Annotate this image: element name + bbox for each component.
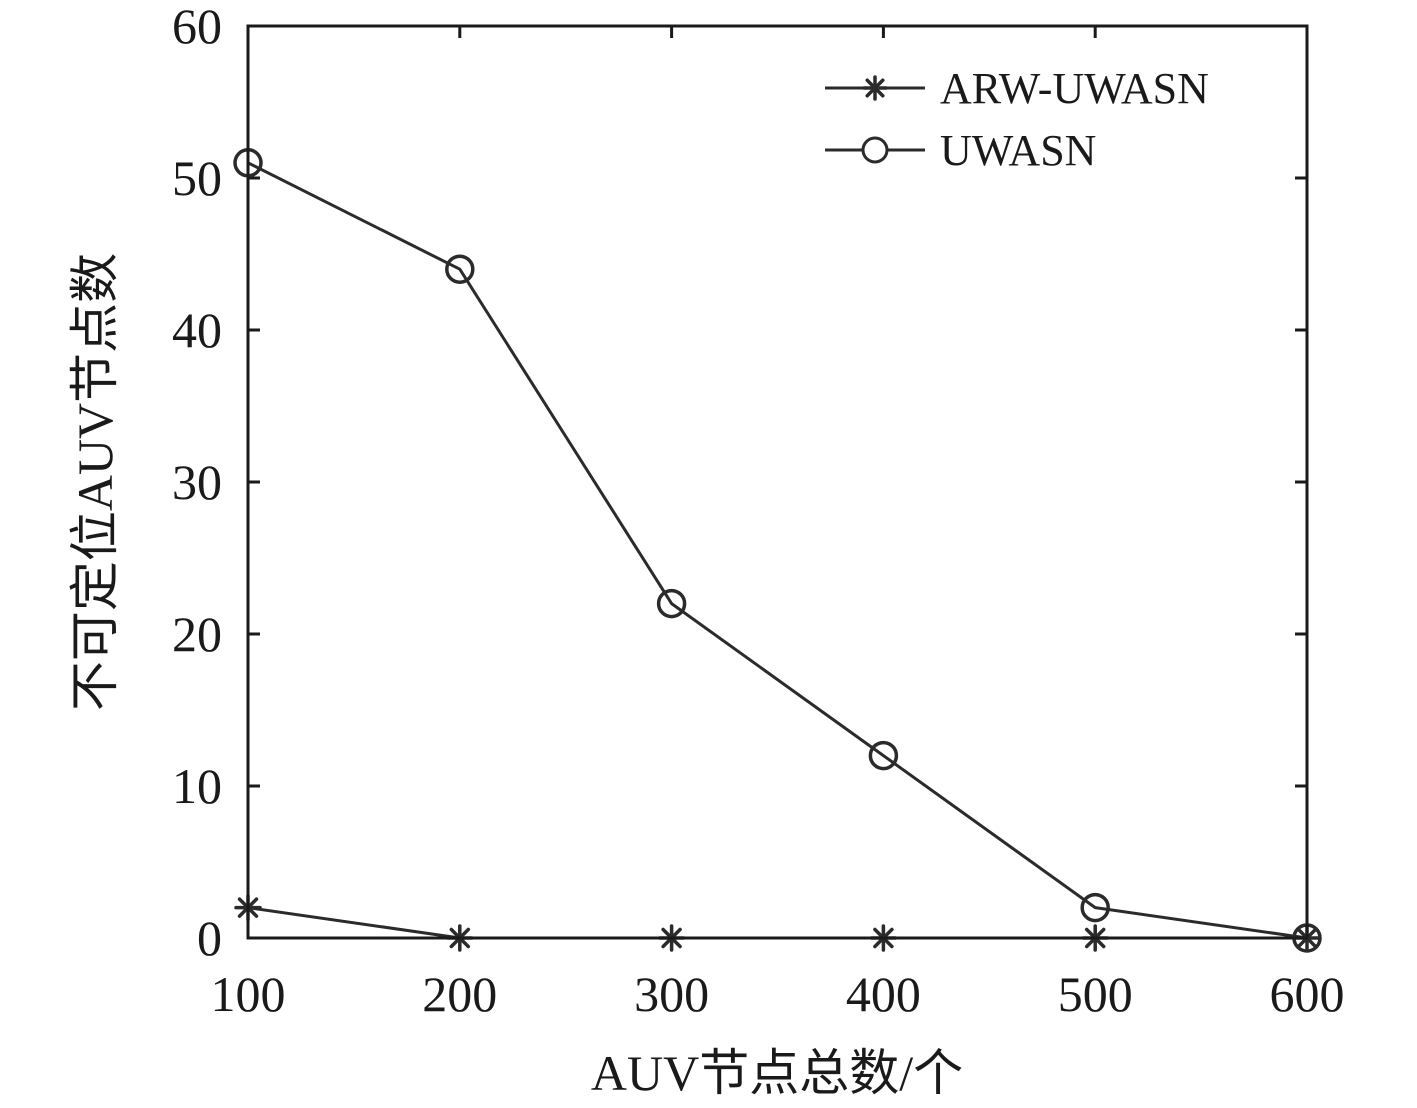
series-line-uwasn — [247, 161, 1308, 940]
x-tick-label: 400 — [846, 966, 921, 1022]
y-tick-label: 30 — [172, 454, 222, 510]
x-tick-label: 500 — [1058, 966, 1133, 1022]
legend-item-arw-uwasn: ARW-UWASN — [825, 64, 1209, 113]
series-line-arw-uwasn — [247, 906, 1307, 940]
legend-asterisk-shape — [862, 75, 888, 101]
y-tick-labels: 0 10 20 30 40 50 60 — [172, 0, 222, 966]
y-tick-label: 60 — [172, 0, 222, 54]
data-point-uwasn — [868, 740, 899, 771]
x-tick-label: 600 — [1270, 966, 1345, 1022]
x-tick-label: 300 — [634, 966, 709, 1022]
legend-label-arw-uwasn: ARW-UWASN — [940, 64, 1209, 113]
legend: ARW-UWASN UWASN — [825, 64, 1209, 175]
y-tick-label: 10 — [172, 758, 222, 814]
legend-label-uwasn: UWASN — [940, 126, 1096, 175]
data-point-uwasn — [1080, 892, 1110, 923]
axis-ticks — [246, 24, 1309, 940]
plot-frame — [246, 24, 1309, 940]
y-axis-title: 不可定位AUV节点数 — [67, 253, 123, 711]
x-axis-title: AUV节点总数/个 — [591, 1045, 963, 1101]
legend-circle-marker — [861, 136, 889, 164]
legend-asterisk-marker — [862, 75, 888, 101]
data-point-uwasn — [445, 254, 475, 284]
y-tick-label: 40 — [172, 302, 222, 358]
x-tick-label: 100 — [211, 966, 286, 1022]
y-tick-label: 0 — [197, 910, 222, 966]
y-tick-label: 50 — [172, 150, 222, 206]
y-tick-label: 20 — [172, 606, 222, 662]
legend-item-uwasn: UWASN — [825, 126, 1096, 175]
data-point-uwasn — [656, 588, 687, 619]
x-tick-labels: 100 200 300 400 500 600 — [211, 966, 1345, 1022]
x-tick-label: 200 — [422, 966, 497, 1022]
series-layer — [233, 148, 1322, 953]
